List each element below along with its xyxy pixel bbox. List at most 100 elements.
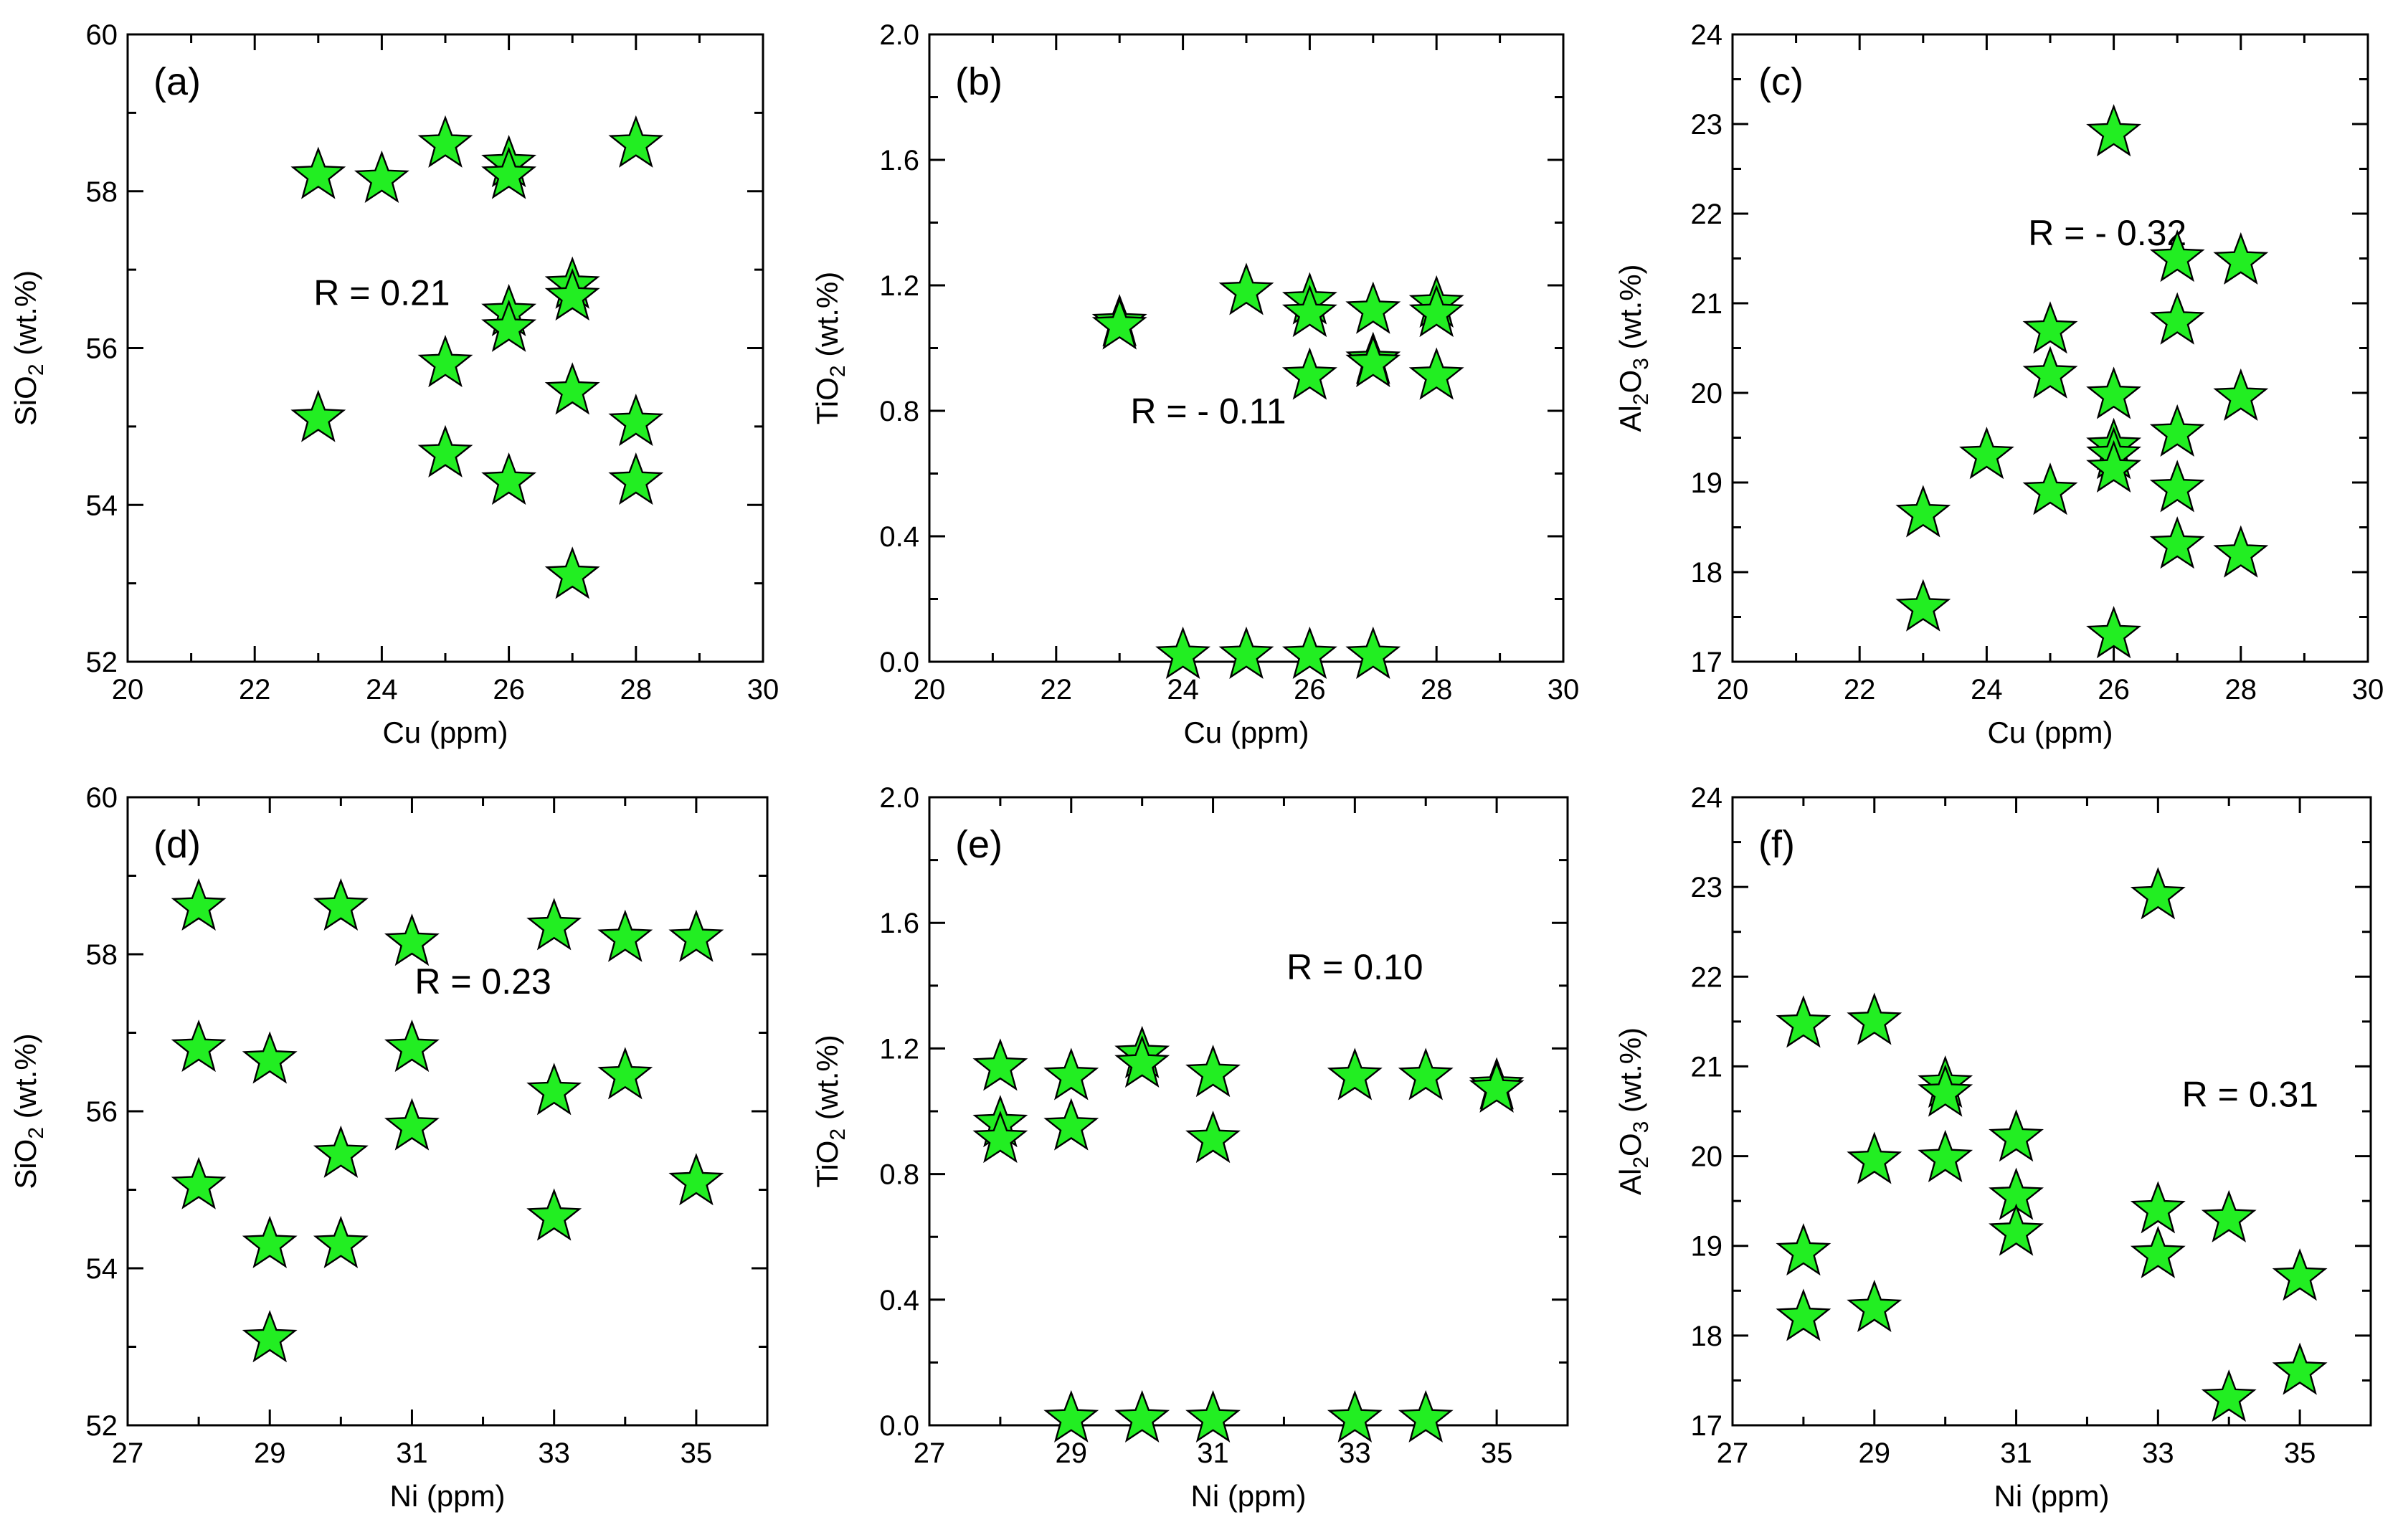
data-point	[384, 1098, 440, 1151]
data-point	[384, 913, 440, 966]
data-point	[2086, 606, 2142, 659]
data-point	[2149, 516, 2205, 569]
data-point	[2022, 301, 2078, 354]
y-axis-label: SiO2 (wt.%)	[9, 270, 48, 426]
y-axis-label-ylabel-post: (wt.%)	[9, 1033, 42, 1127]
data-point	[2022, 346, 2078, 399]
data-points	[1776, 867, 2328, 1422]
data-point	[481, 452, 537, 505]
data-point	[1281, 347, 1337, 400]
x-tick-label: 27	[112, 1437, 144, 1469]
data-point	[242, 1215, 298, 1268]
data-point	[1408, 347, 1464, 400]
panel-e: 27 29 31 33 35 0.0 0.4 0.8 1.2 1.6 2.0 Ni (ppm) TiO2…	[810, 782, 1569, 1513]
data-point	[417, 115, 473, 168]
correlation-annotation: R = - 0.11	[1130, 391, 1286, 432]
y-tick-label: 20	[1691, 1141, 1723, 1173]
data-point	[2213, 368, 2269, 421]
data-point	[1043, 1098, 1099, 1151]
data-point	[1185, 1045, 1241, 1098]
data-point	[1114, 1389, 1170, 1442]
data-point	[2086, 366, 2142, 419]
data-points	[171, 878, 724, 1363]
y-tick-label: 1.6	[879, 145, 919, 176]
y-axis-label-ylabel-sub: 2	[1629, 1156, 1653, 1169]
data-point	[2149, 229, 2205, 282]
x-tick-label: 29	[1056, 1437, 1088, 1469]
data-point	[2213, 525, 2269, 578]
plot-frame	[126, 796, 769, 1427]
data-point	[242, 1031, 298, 1084]
data-point	[290, 146, 346, 199]
data-point	[597, 1047, 653, 1100]
y-tick-label: 0.8	[879, 396, 919, 427]
correlation-annotation: R = 0.23	[414, 961, 551, 1002]
y-tick-label: 52	[86, 1410, 118, 1442]
x-axis-label: Ni (ppm)	[1190, 1479, 1306, 1513]
data-point	[972, 1110, 1028, 1164]
y-tick-label: 56	[86, 333, 118, 365]
plot-frame	[928, 33, 1565, 663]
x-tick-label: 24	[366, 674, 398, 705]
x-tick-label: 35	[1481, 1437, 1513, 1469]
data-point	[2201, 1189, 2257, 1242]
x-tick-label: 29	[254, 1437, 286, 1469]
data-point	[481, 146, 537, 199]
data-point	[1776, 1223, 1831, 1276]
y-tick-label: 60	[86, 19, 118, 51]
data-points	[972, 1025, 1525, 1442]
data-point	[2130, 867, 2186, 920]
x-tick-label: 28	[2225, 674, 2257, 705]
y-axis-label-ylabel-mid: O	[1613, 1133, 1647, 1156]
data-point	[313, 1215, 369, 1268]
y-tick-label: 52	[86, 647, 118, 678]
y-tick-label: 60	[86, 782, 118, 814]
data-point	[608, 393, 664, 447]
y-axis-label: TiO2 (wt.%)	[810, 1035, 850, 1187]
data-point	[313, 878, 369, 931]
y-axis-label-ylabel-sub: 2	[1629, 393, 1653, 405]
data-point	[1327, 1047, 1383, 1101]
y-tick-label: 0.0	[879, 1410, 919, 1442]
x-axis-label: Cu (ppm)	[382, 716, 508, 749]
y-tick-label: 22	[1691, 199, 1723, 230]
y-axis-label: SiO2 (wt.%)	[9, 1033, 48, 1189]
data-point	[1847, 992, 1902, 1045]
x-tick-label: 35	[2284, 1437, 2316, 1469]
data-point	[1958, 427, 2014, 480]
data-point	[354, 150, 409, 204]
data-point	[1345, 334, 1401, 388]
data-point	[1895, 485, 1951, 538]
y-axis-label-ylabel-sub: 2	[24, 1127, 48, 1139]
data-point	[2022, 462, 2078, 515]
y-tick-label: 24	[1691, 19, 1723, 51]
data-point	[1345, 626, 1401, 679]
data-point	[1776, 1288, 1831, 1341]
data-point	[1043, 1389, 1099, 1442]
y-tick-label: 23	[1691, 872, 1723, 903]
data-point	[2272, 1248, 2328, 1301]
x-tick-label: 35	[681, 1437, 713, 1469]
x-tick-label: 31	[396, 1437, 428, 1469]
data-point	[668, 1153, 724, 1206]
data-point	[242, 1310, 298, 1363]
y-axis-label-ylabel-post: (wt.%)	[810, 1035, 844, 1128]
x-axis-label: Cu (ppm)	[1987, 716, 2113, 749]
data-point	[1327, 1389, 1383, 1442]
data-point	[1185, 1389, 1241, 1442]
panel-label: (e)	[955, 823, 1003, 866]
data-point	[2086, 439, 2142, 493]
y-axis-label-ylabel-sub2: 3	[1629, 1121, 1653, 1133]
x-tick-label: 20	[112, 674, 144, 705]
y-axis-label: Al2O3 (wt.%)	[1613, 1027, 1653, 1195]
x-tick-label: 27	[1717, 1437, 1749, 1469]
data-point	[1847, 1131, 1902, 1184]
x-tick-label: 30	[2352, 674, 2384, 705]
y-tick-label: 58	[86, 176, 118, 208]
y-tick-label: 2.0	[879, 782, 919, 814]
y-axis-label-ylabel-mid: O	[1613, 370, 1647, 394]
data-point	[417, 424, 473, 477]
y-axis-label-ylabel-post: (wt.%)	[810, 272, 844, 366]
y-tick-label: 22	[1691, 961, 1723, 993]
